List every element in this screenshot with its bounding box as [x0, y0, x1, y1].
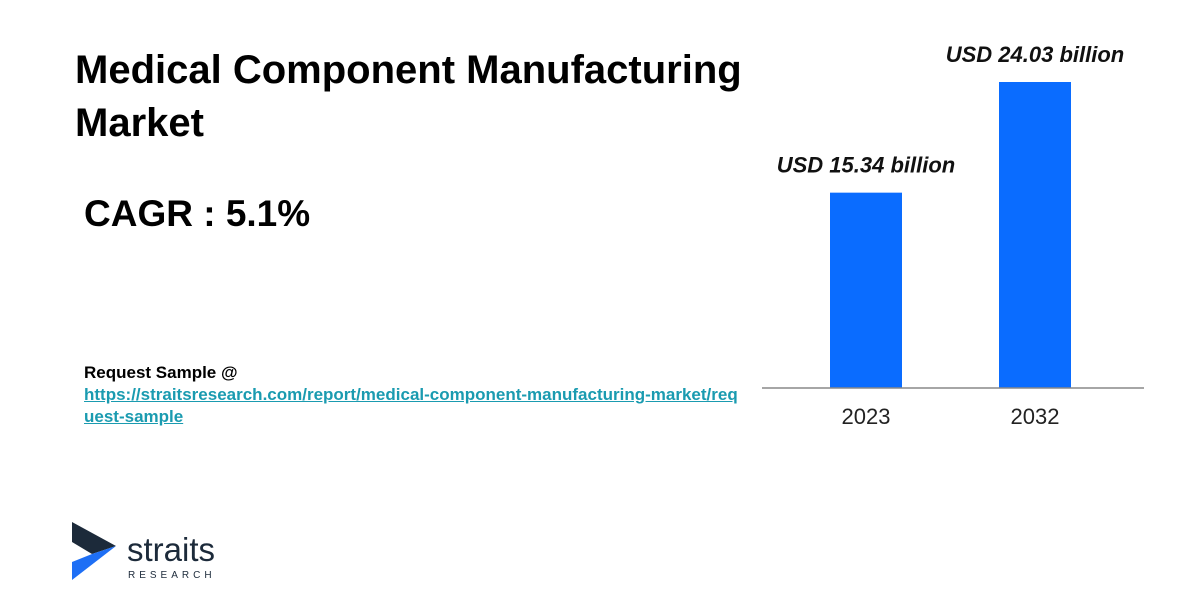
cagr-text: CAGR : 5.1% — [84, 193, 311, 234]
tick-label-2032: 2032 — [1011, 404, 1060, 429]
bars-group — [830, 82, 1071, 388]
bar-2032 — [999, 82, 1071, 388]
labels-group: USD 15.34 billion 2023 USD 24.03 billion 20… — [777, 42, 1125, 429]
request-sample-link[interactable]: https://straitsresearch.com/report/medic… — [84, 385, 738, 426]
straits-research-logo: straits RESEARCH — [72, 522, 216, 581]
data-label-2032: USD 24.03 billion — [946, 42, 1125, 67]
tick-label-2023: 2023 — [842, 404, 891, 429]
bar-2023 — [830, 192, 902, 388]
logo-arrow-icon — [72, 522, 116, 580]
logo-wordmark: straits — [127, 531, 215, 568]
request-sample-block: Request Sample @ https://straitsresearch… — [84, 362, 744, 428]
logo-subtext: RESEARCH — [128, 570, 216, 581]
chart-title: Medical Component Manufacturing Market — [75, 48, 742, 145]
bar-chart: USD 15.34 billion 2023 USD 24.03 billion 20… — [762, 42, 1144, 429]
data-label-2023: USD 15.34 billion — [777, 153, 956, 178]
request-sample-label: Request Sample @ — [84, 363, 238, 382]
